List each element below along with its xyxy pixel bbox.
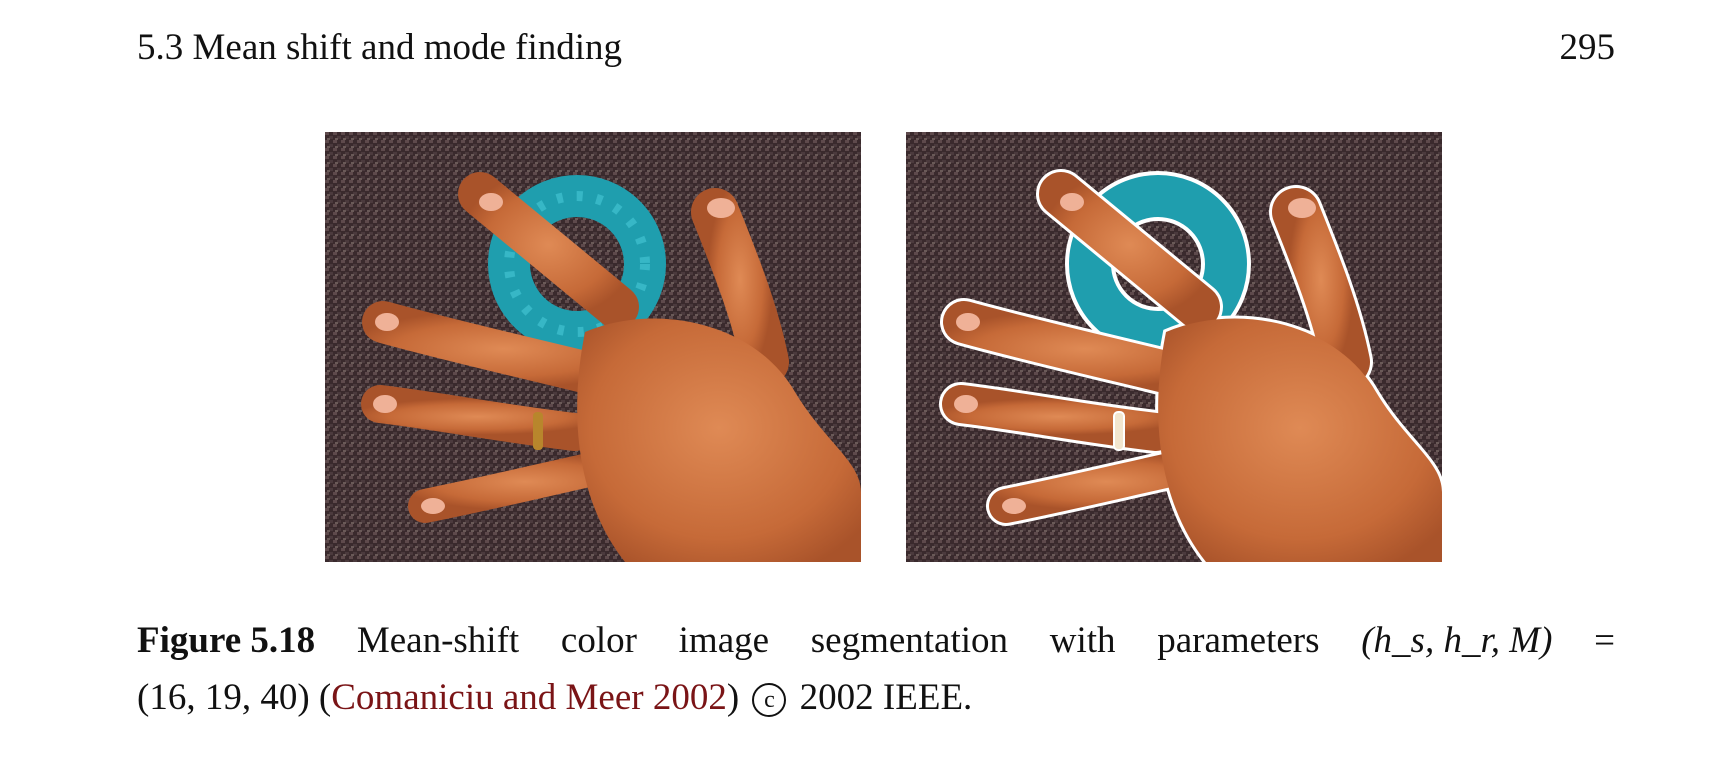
caption-word: parameters [1157,620,1320,661]
caption-line-2: (16, 19, 40) (Comaniciu and Meer 2002) c… [137,669,1615,726]
caption-word: Mean-shift [356,620,520,661]
equals-sign: = [1594,620,1615,661]
parameter-values: (16, 19, 40) [137,677,310,718]
caption-word: color [560,620,637,661]
caption-word: with [1049,620,1116,661]
figure-label: Figure 5.18 [137,620,316,661]
copyright-icon: c [752,683,787,717]
citation-open: ( [318,677,332,718]
caption-word: image [678,620,770,661]
caption-word: segmentation [810,620,1009,661]
citation-close: ) [726,677,740,718]
caption-line-1: Figure 5.18 Mean-shift color image segme… [137,612,1615,669]
figure-caption: Figure 5.18 Mean-shift color image segme… [137,612,1615,726]
citation-link[interactable]: Comaniciu and Meer 2002 [331,677,727,718]
page-number: 295 [1559,27,1616,68]
segmented-hand-image [906,132,1442,562]
running-header-title: 5.3 Mean shift and mode finding [137,27,623,68]
original-hand-image [325,132,861,562]
parameter-tuple: (h_s, h_r, M) [1361,620,1553,661]
copyright-text: 2002 IEEE. [799,677,973,718]
